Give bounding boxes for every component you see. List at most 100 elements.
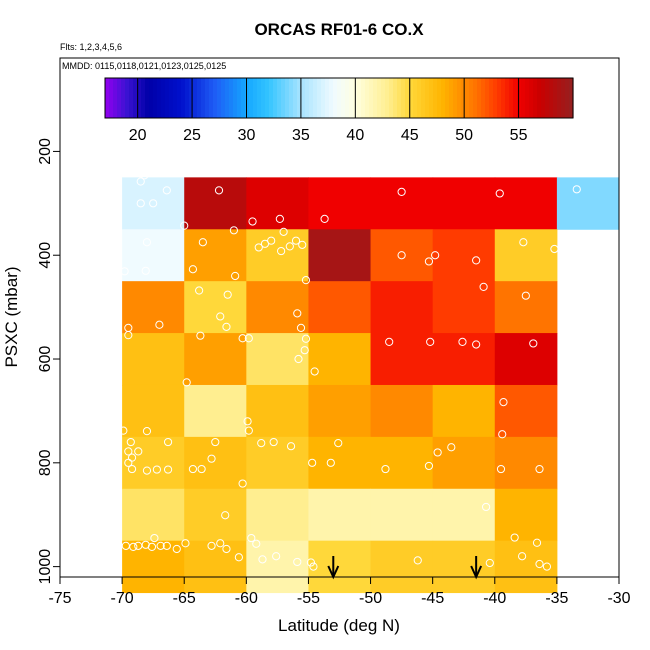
sample-point <box>142 466 152 475</box>
sample-point <box>140 171 149 180</box>
heatmap-cell <box>308 384 372 438</box>
sample-point <box>496 464 506 474</box>
sample-point <box>267 236 276 245</box>
sample-point <box>572 185 581 194</box>
x-tick-label: -40 <box>483 590 506 607</box>
colorbar-swatch <box>237 78 242 118</box>
sample-point <box>498 430 507 439</box>
heatmap-cell <box>432 436 496 490</box>
colorbar-swatch <box>333 78 338 118</box>
colorbar-swatch <box>241 78 246 118</box>
sample-point <box>195 286 204 295</box>
sample-point <box>129 542 138 551</box>
colorbar-swatch <box>529 78 534 118</box>
sample-point <box>301 334 311 343</box>
heatmap-cell <box>494 540 558 594</box>
sample-point <box>136 177 145 186</box>
x-tick-label: -55 <box>297 590 320 607</box>
heatmap-cell <box>494 488 558 542</box>
colorbar-swatch <box>109 78 114 118</box>
colorbar-swatch <box>201 78 206 118</box>
sample-points <box>119 135 586 571</box>
sample-point <box>163 437 173 447</box>
sample-point <box>513 137 522 147</box>
sample-point <box>431 251 440 260</box>
colorbar-swatch <box>313 78 318 118</box>
sample-point <box>481 502 491 512</box>
colorbar-swatch <box>421 78 426 118</box>
x-tick-label: -65 <box>173 590 196 607</box>
sample-point <box>426 337 435 346</box>
sample-point <box>293 309 302 318</box>
heatmap-cell <box>184 384 247 438</box>
colorbar-swatch <box>305 78 310 118</box>
sample-point <box>447 443 456 452</box>
colorbar-swatch <box>225 78 230 118</box>
y-tick-label: 400 <box>37 242 54 269</box>
heatmap-cell <box>494 281 558 334</box>
sample-point <box>124 447 133 456</box>
colorbar-swatch <box>161 78 166 118</box>
colorbar-swatch <box>129 78 134 118</box>
sample-point <box>542 136 552 146</box>
sample-point <box>238 334 247 343</box>
sample-point <box>124 458 133 467</box>
colorbar-swatch <box>337 78 342 118</box>
colorbar-swatch <box>449 78 454 118</box>
heatmap-cell <box>122 281 185 334</box>
heatmap-cell <box>308 281 372 334</box>
sample-point <box>458 337 467 346</box>
sample-point <box>505 142 514 151</box>
heatmap-cell <box>184 333 247 386</box>
colorbar-swatch <box>253 78 258 118</box>
sample-point <box>244 426 253 435</box>
sample-point <box>162 541 171 550</box>
colorbar-swatch <box>193 78 198 118</box>
sample-point <box>141 266 150 275</box>
heatmap-cell <box>370 177 434 230</box>
colorbar-swatch <box>545 78 550 118</box>
heatmap-cell <box>370 229 434 282</box>
sample-point <box>130 142 139 151</box>
colorbar-swatch <box>269 78 274 118</box>
colorbar-tick-label: 25 <box>183 127 201 144</box>
sample-point <box>397 251 406 260</box>
sample-point <box>320 214 329 223</box>
sample-point <box>306 558 316 567</box>
colorbar-swatch <box>249 78 254 118</box>
sample-point <box>145 146 154 155</box>
colorbar-swatch <box>485 78 490 118</box>
colorbar-swatch <box>565 78 570 118</box>
sample-point <box>521 291 530 300</box>
sample-point <box>136 199 145 208</box>
colorbar-swatch <box>349 78 354 118</box>
sample-point <box>155 320 164 329</box>
heatmap-cell <box>308 229 372 282</box>
colorbar-swatch <box>317 78 322 118</box>
colorbar-swatch <box>509 78 514 118</box>
colorbar-swatch <box>497 78 502 118</box>
colorbar-swatch <box>245 78 250 118</box>
sample-point <box>252 539 261 548</box>
sample-point <box>188 464 198 474</box>
colorbar-swatch <box>385 78 390 118</box>
heatmap-cell <box>246 540 309 594</box>
heatmap-cell <box>122 177 185 230</box>
heatmap-cell <box>246 177 309 230</box>
heatmap-cell <box>494 333 558 386</box>
colorbar-swatch <box>185 78 190 118</box>
heatmap-cell <box>494 229 558 282</box>
heatmap-cell <box>246 333 309 386</box>
x-tick-label: -45 <box>421 590 444 607</box>
sample-point <box>535 464 544 474</box>
sample-point <box>527 137 537 147</box>
colorbar-swatch <box>281 78 286 118</box>
colorbar-swatch <box>265 78 270 118</box>
sample-point <box>273 136 282 146</box>
colorbar-swatch <box>169 78 174 118</box>
colorbar-swatch <box>437 78 442 118</box>
sample-point <box>510 533 519 542</box>
colorbar-swatch <box>465 78 470 118</box>
sample-point <box>532 538 542 547</box>
y-tick-label: 600 <box>37 346 54 373</box>
